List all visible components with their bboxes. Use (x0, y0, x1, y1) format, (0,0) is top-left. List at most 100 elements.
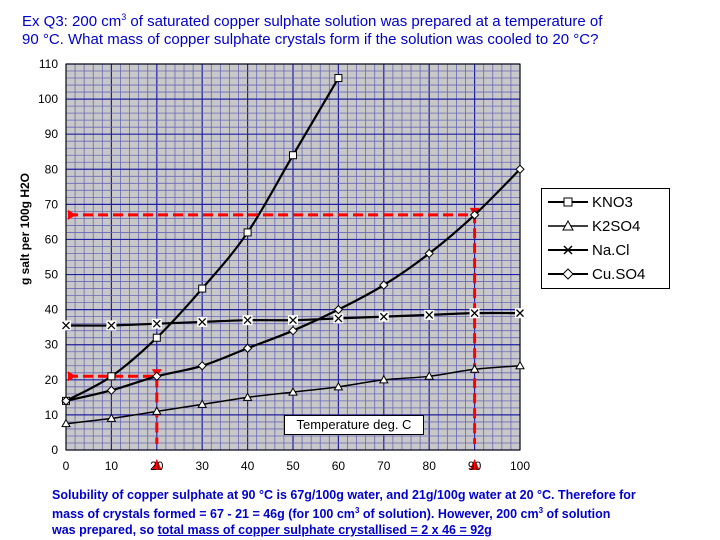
legend-item-nacl: Na.Cl (548, 240, 630, 260)
x-axis-title: Temperature deg. C (284, 415, 424, 435)
y-tick-label: 90 (45, 127, 59, 141)
y-tick-label: 70 (45, 197, 59, 211)
data-point (379, 280, 389, 290)
question-sup: 3 (121, 12, 127, 22)
y-tick-label: 10 (45, 408, 59, 422)
y-tick-label: 30 (45, 338, 59, 352)
y-tick-label: 100 (38, 92, 58, 106)
question-part2: of saturated copper sulphate solution wa… (126, 13, 603, 30)
data-point (107, 321, 116, 330)
legend-square-marker-icon (548, 197, 588, 207)
x-tick-label: 70 (377, 459, 391, 473)
data-point (333, 381, 344, 391)
data-point (516, 309, 524, 318)
data-point (333, 304, 344, 315)
data-point (197, 361, 207, 371)
series-kno3 (62, 74, 343, 405)
data-point (197, 399, 208, 408)
legend-x-marker-icon (548, 245, 588, 255)
annotation-arrow-up (151, 459, 162, 470)
plot-frame (65, 63, 521, 451)
caption-line3a: was prepared, so (52, 523, 158, 538)
caption-line1: Solubility of copper sulphate at 90 °C i… (52, 488, 636, 502)
y-tick-label: 80 (45, 162, 59, 176)
data-point (151, 406, 162, 415)
data-point (470, 309, 479, 318)
data-point (469, 210, 480, 220)
data-point (424, 248, 434, 259)
data-point (242, 343, 253, 353)
data-point (515, 360, 525, 370)
annotation-arrow-right (68, 371, 76, 382)
legend-diamond-marker-icon (548, 268, 588, 280)
x-tick-label: 80 (423, 459, 437, 473)
x-tick-label: 100 (510, 459, 530, 473)
annotation-arrow-right (68, 209, 76, 220)
caption-sup1: 3 (354, 506, 360, 515)
caption-line2c: of solution (543, 507, 611, 522)
data-point (152, 371, 162, 382)
data-point (62, 321, 70, 330)
question-part1: Ex Q3: 200 cm (22, 13, 122, 30)
caption-line2a: mass of crystals formed = 67 - 21 = 46g … (52, 507, 355, 522)
legend-item-k2so4: K2SO4 (548, 216, 640, 236)
data-point (378, 374, 389, 384)
series-nacl (61, 308, 525, 331)
data-point (107, 372, 116, 381)
series-k2so4 (61, 360, 525, 428)
caption-sup2: 3 (538, 506, 544, 515)
data-point (288, 387, 298, 396)
x-tick-label: 30 (196, 459, 210, 473)
y-tick-label: 60 (45, 232, 59, 246)
data-point (334, 74, 343, 83)
x-tick-label: 10 (105, 459, 119, 473)
data-point (106, 413, 117, 422)
data-point (106, 385, 117, 396)
data-point (334, 314, 343, 323)
question-line2: 90 °C. What mass of copper sulphate crys… (22, 31, 599, 48)
data-point (515, 164, 525, 174)
tick-labels: 0 10 20 30 40 50 60 70 80 90 100 0 10 20 30 40 50 60 70 80 9… (38, 57, 530, 473)
data-point (61, 418, 71, 428)
legend-label-cuso4: Cu.SO4 (592, 265, 646, 283)
series-cuso4 (61, 164, 525, 406)
legend-triangle-marker-icon (548, 220, 588, 231)
annotation-arrow-up (469, 459, 480, 470)
data-point (469, 364, 480, 373)
data-point (379, 312, 388, 321)
data-point (243, 228, 252, 237)
data-point (61, 396, 71, 406)
question-text: Ex Q3: 200 cm3 of saturated copper sulph… (22, 8, 712, 49)
legend-item-kno3: KNO3 (548, 192, 633, 212)
data-point (425, 310, 434, 319)
y-tick-label: 0 (51, 443, 58, 457)
legend-label-nacl: Na.Cl (592, 241, 630, 259)
x-tick-label: 20 (150, 459, 164, 473)
data-point (198, 284, 207, 293)
x-tick-label: 50 (286, 459, 300, 473)
y-tick-label: 20 (45, 373, 59, 387)
data-point (424, 371, 435, 380)
x-tick-label: 40 (241, 459, 255, 473)
y-tick-label: 110 (39, 57, 58, 71)
data-point (289, 316, 297, 325)
x-tick-label: 90 (468, 459, 482, 473)
x-tick-label: 0 (63, 459, 70, 473)
data-point (152, 319, 161, 328)
legend-item-cuso4: Cu.SO4 (548, 264, 645, 284)
explanation-caption: Solubility of copper sulphate at 90 °C i… (52, 487, 714, 538)
data-point (289, 151, 297, 160)
series-layer (61, 74, 525, 428)
x-tick-label: 60 (332, 459, 346, 473)
data-point (288, 325, 298, 336)
caption-line2b: of solution). However, 200 cm (359, 507, 539, 522)
legend-label-k2so4: K2SO4 (592, 217, 641, 235)
data-point (243, 316, 252, 325)
data-point (198, 317, 207, 326)
y-axis-title: g salt per 100g H2O (18, 172, 32, 286)
data-point (152, 333, 161, 342)
y-tick-label: 40 (45, 303, 59, 317)
caption-answer: total mass of copper sulphate crystallis… (157, 523, 492, 538)
y-tick-label: 50 (45, 268, 59, 282)
